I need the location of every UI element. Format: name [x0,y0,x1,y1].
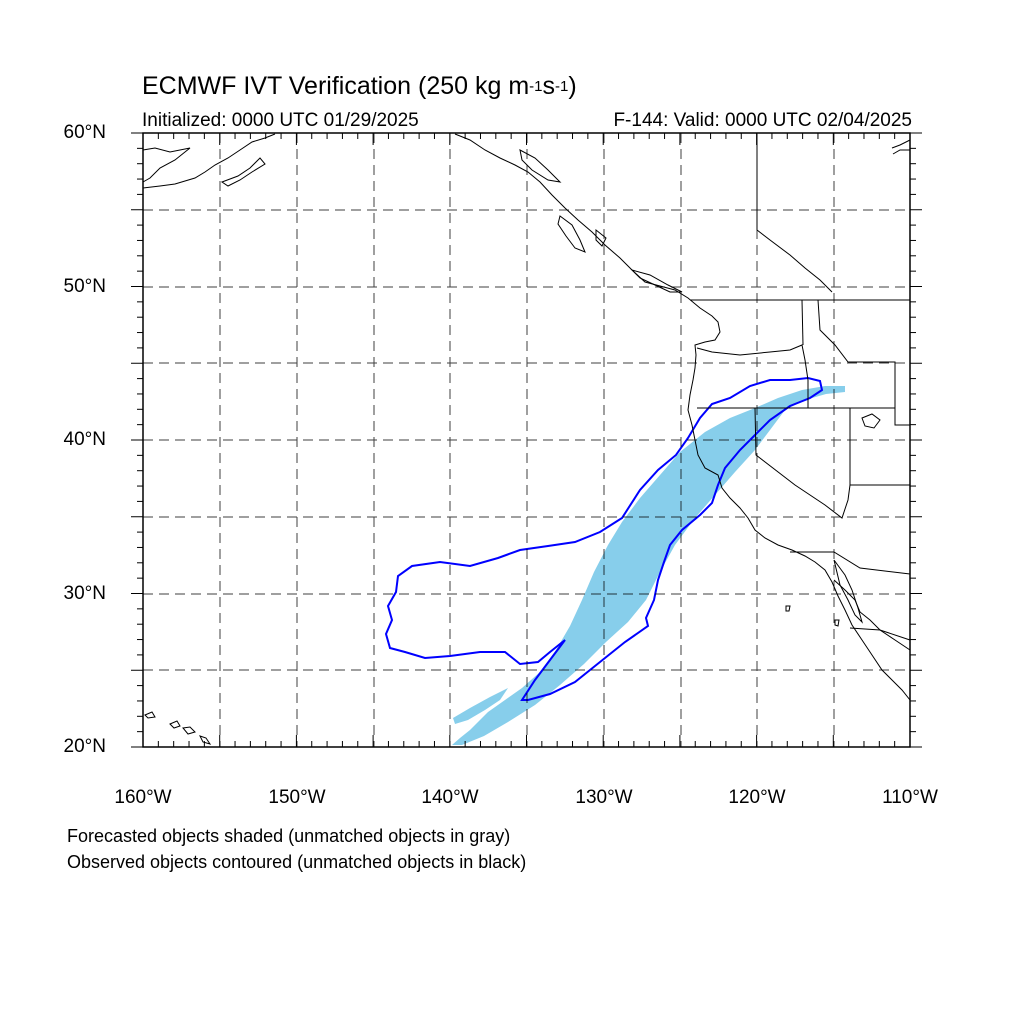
forecast-note: Forecasted objects shaded (unmatched obj… [67,826,511,846]
lon-label-120w: 120°W [728,787,786,808]
graticule [143,133,910,747]
political-borders [690,134,911,641]
lon-label-150w: 150°W [268,787,326,808]
lat-label-30n: 30°N [63,583,106,604]
coastlines [142,133,911,745]
axis-ticks [131,132,922,748]
lat-label-50n: 50°N [63,276,106,297]
map-title: ECMWF IVT Verification (250 kg m-1s-1) [142,72,577,100]
lon-label-140w: 140°W [421,787,479,808]
lat-label-40n: 40°N [63,429,106,450]
lon-label-130w: 130°W [575,787,633,808]
lat-label-20n: 20°N [63,736,106,757]
lon-label-160w: 160°W [114,787,172,808]
initialized-label: Initialized: 0000 UTC 01/29/2025 [142,110,419,131]
lon-label-110w: 110°W [882,787,938,808]
forecast-object-tail [453,688,508,724]
valid-time-label: F-144: Valid: 0000 UTC 02/04/2025 [613,110,912,131]
observed-note: Observed objects contoured (unmatched ob… [67,852,527,872]
forecast-object-shading [452,386,845,745]
lat-label-60n: 60°N [63,122,106,143]
